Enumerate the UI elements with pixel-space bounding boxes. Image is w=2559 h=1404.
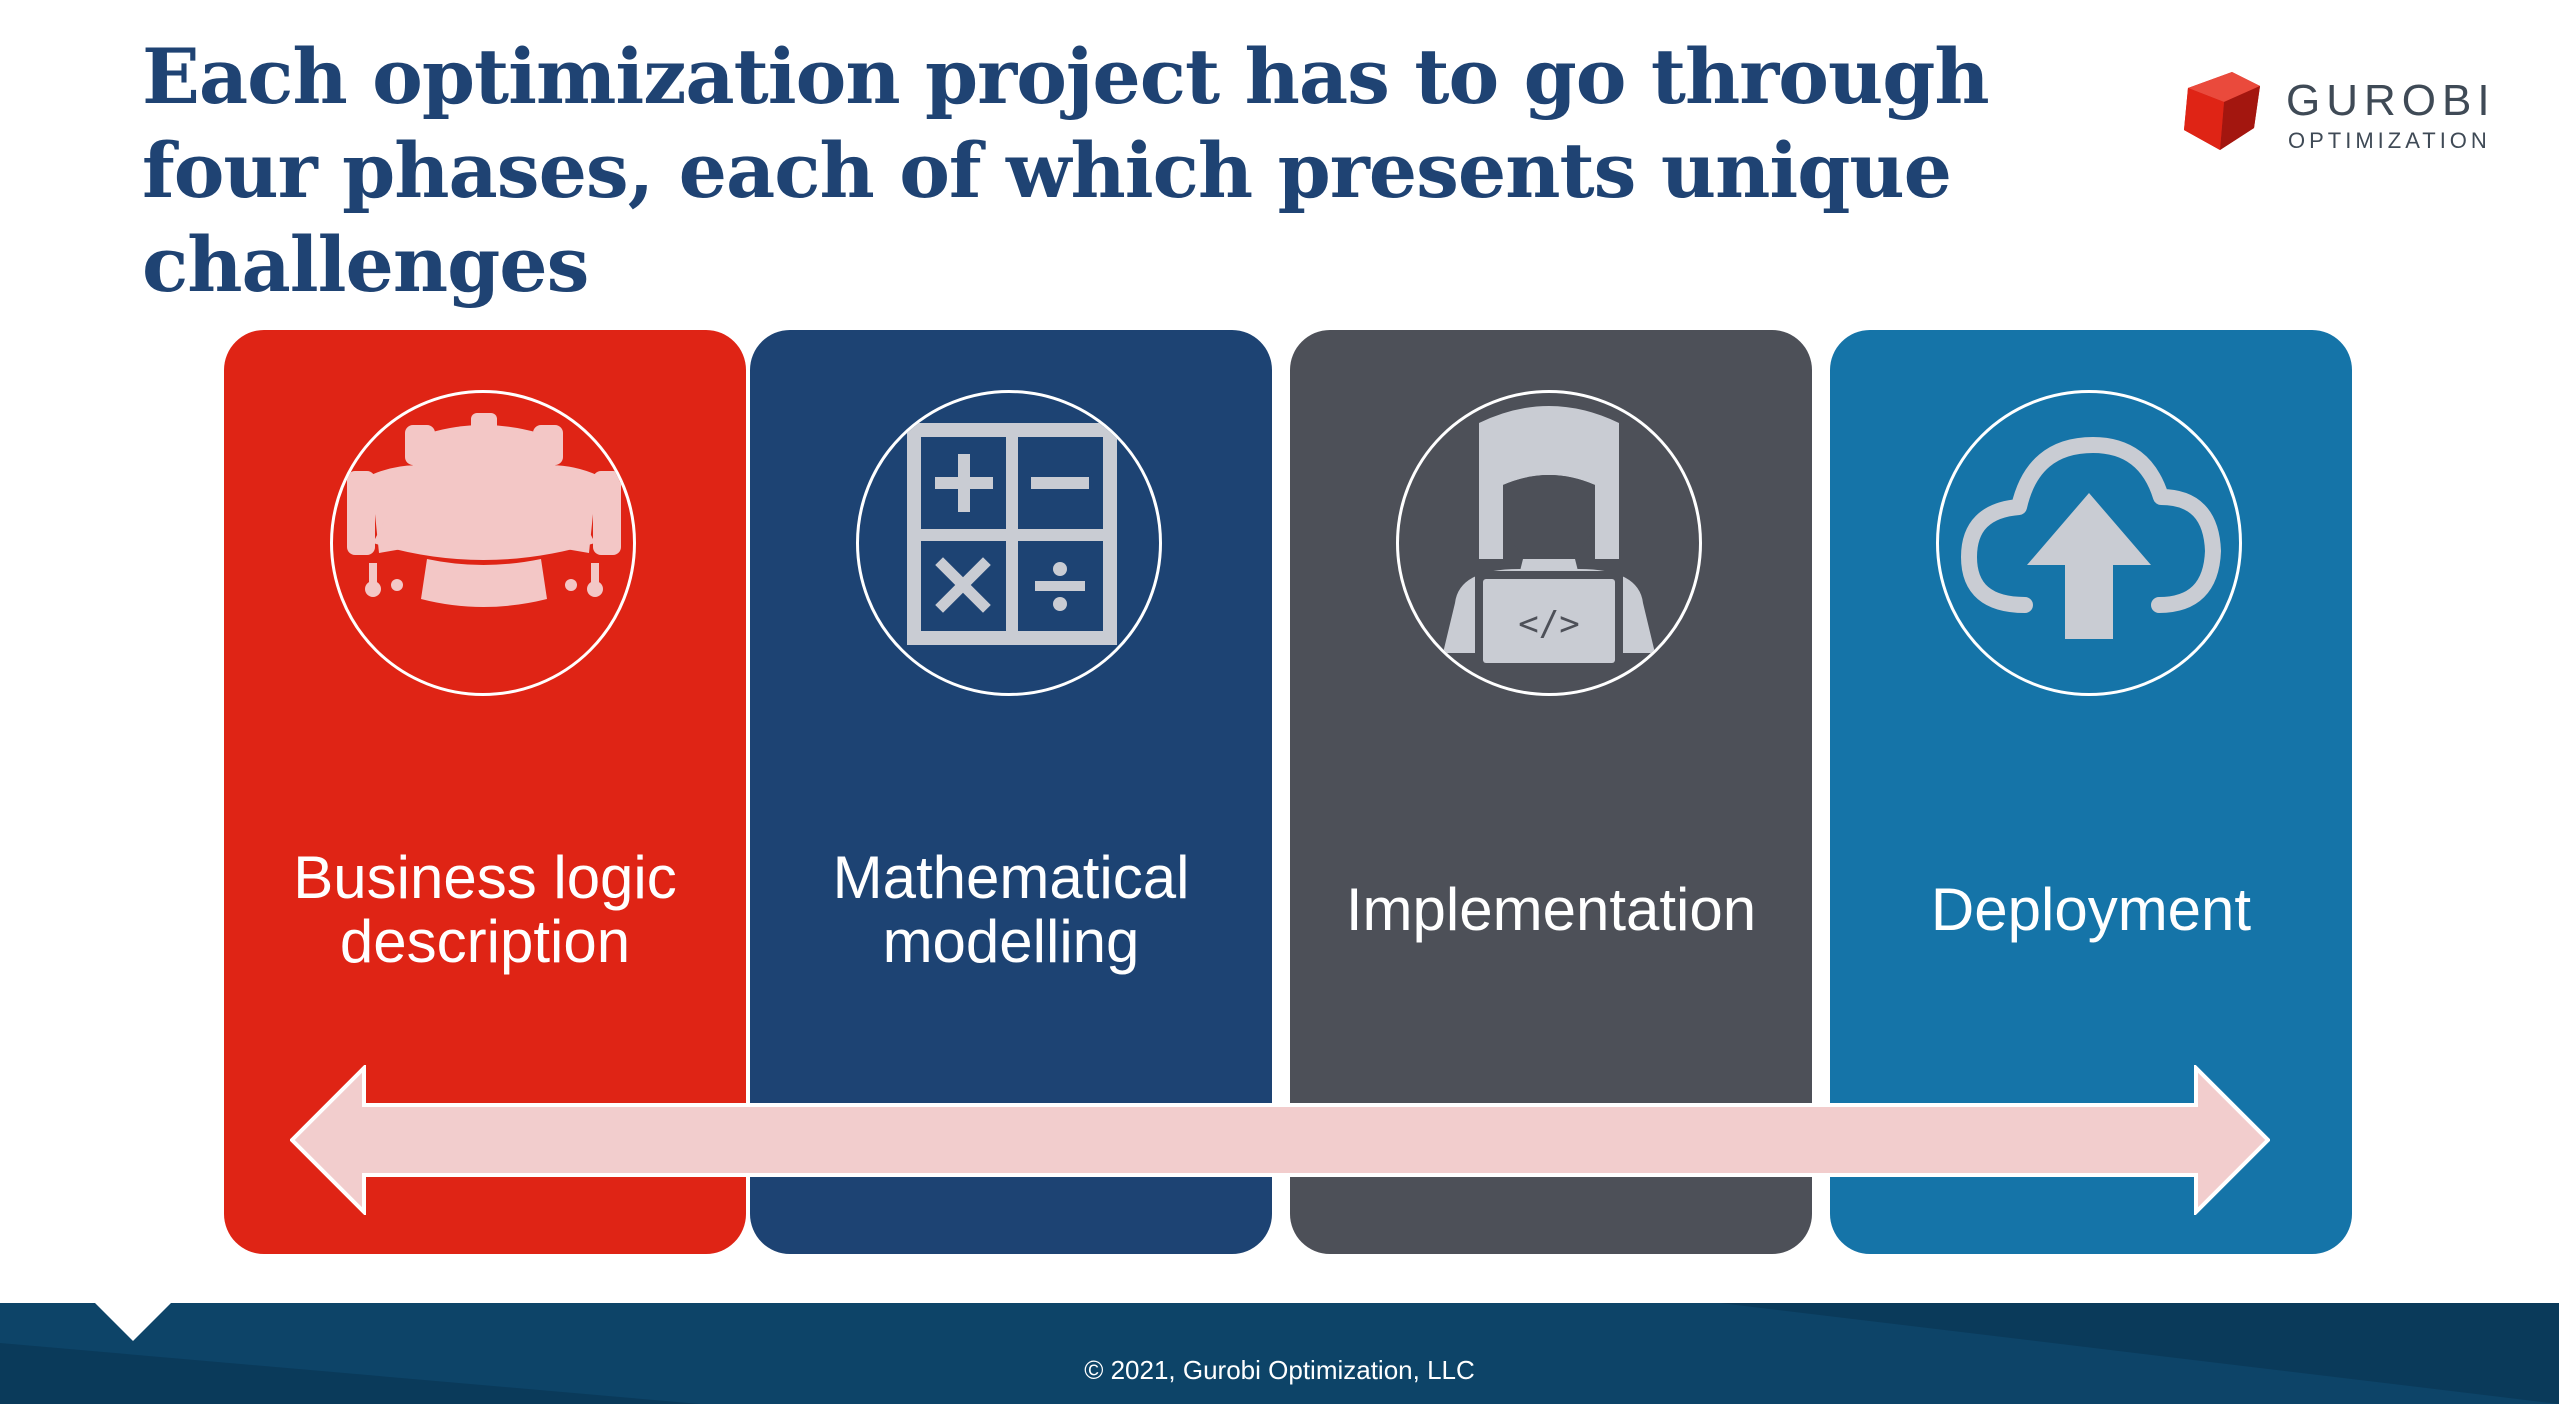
phase-card-implementation: </> Implementation <box>1290 330 1812 1254</box>
meeting-table-icon <box>347 413 621 607</box>
gurobi-cube-icon <box>2184 72 2260 150</box>
phase-label: Implementation <box>1345 876 1757 943</box>
phase-icon-circle <box>330 390 636 696</box>
footer-notch <box>95 1303 171 1341</box>
logo-subtitle: OPTIMIZATION <box>2288 128 2491 153</box>
phase-icon-circle: </> <box>1396 390 1702 696</box>
calculator-icon <box>907 423 1117 645</box>
footer-shading <box>0 1303 2559 1404</box>
footer-bar: © 2021, Gurobi Optimization, LLC <box>0 1303 2559 1404</box>
developer-laptop-icon: </> <box>1443 406 1655 667</box>
phase-card-business-logic: Business logic description <box>224 330 746 1254</box>
copyright-text: © 2021, Gurobi Optimization, LLC <box>1084 1355 1475 1385</box>
phase-card-mathematical-modelling: Mathematical modelling <box>750 330 1272 1254</box>
logo-name: GUROBI <box>2286 76 2496 125</box>
cloud-upload-icon <box>1961 437 2221 639</box>
phase-label: Business logic description <box>293 844 677 975</box>
svg-text:</>: </> <box>1518 604 1579 644</box>
phase-label: Deployment <box>1930 876 2252 943</box>
phase-label: Mathematical modelling <box>832 844 1190 975</box>
phase-icon-circle <box>1936 390 2242 696</box>
slide-title: Each optimization project has to go thro… <box>142 32 1990 309</box>
phase-icon-circle <box>856 390 1162 696</box>
phase-card-deployment: Deployment <box>1830 330 2352 1254</box>
double-headed-arrow-icon <box>290 1065 2270 1215</box>
gurobi-logo: GUROBI OPTIMIZATION <box>2180 68 2520 168</box>
